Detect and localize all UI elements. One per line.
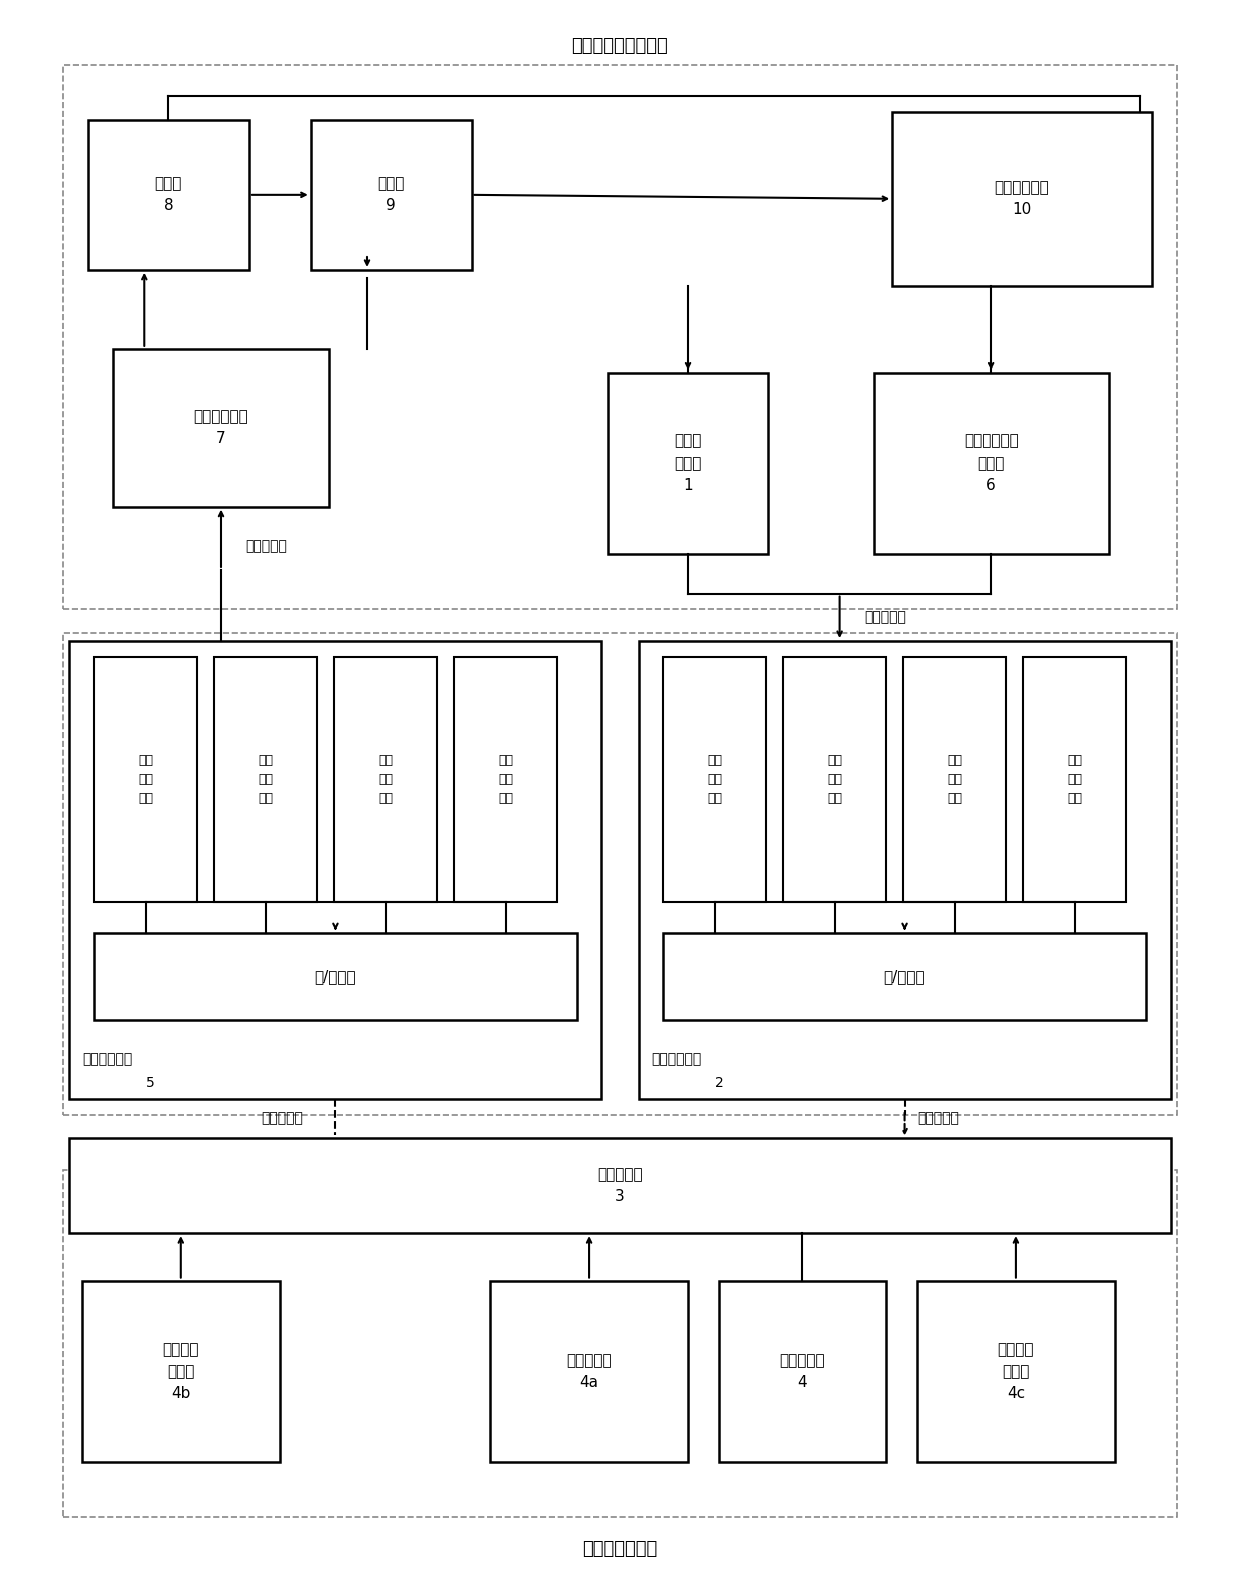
Bar [893,112,1152,286]
Text: 数/模转换: 数/模转换 [315,970,356,984]
Text: 电流
信号
采集: 电流 信号 采集 [827,753,842,805]
Text: 模拟量输入: 模拟量输入 [864,611,906,625]
Text: 5: 5 [145,1076,154,1090]
Text: 相序检测与继
电器柜
6: 相序检测与继 电器柜 6 [963,433,1018,494]
Bar [903,657,1006,902]
Text: 信号输出机柜: 信号输出机柜 [82,1052,131,1066]
Bar [454,657,557,902]
Text: 仿真管理
计算机
4b: 仿真管理 计算机 4b [162,1342,200,1402]
Text: 网络交换机
3: 网络交换机 3 [598,1168,642,1204]
Text: 核动力装置控制系统: 核动力装置控制系统 [572,36,668,55]
Text: 信号输入机柜: 信号输入机柜 [651,1052,701,1066]
Bar [113,348,330,506]
Bar [663,933,1146,1020]
Bar [82,1280,280,1462]
Bar [88,120,249,271]
Bar [215,657,317,902]
Text: 开关
信号
采集: 开关 信号 采集 [947,753,962,805]
Bar [1023,657,1126,902]
Text: 频率
信号
输出: 频率 信号 输出 [498,753,513,805]
Text: 数/模转换: 数/模转换 [884,970,925,984]
Bar [94,933,577,1020]
Bar [335,657,436,902]
Bar [490,1280,688,1462]
Text: 电阻
信号
采集: 电阻 信号 采集 [707,753,722,805]
Text: 数字量输入: 数字量输入 [916,1112,959,1126]
Text: 控制器
9: 控制器 9 [377,176,404,214]
Text: 通讯管理
计算机
4c: 通讯管理 计算机 4c [998,1342,1034,1402]
Text: 频率
信号
采集: 频率 信号 采集 [1068,753,1083,805]
Bar [63,1171,1177,1517]
Bar [639,641,1171,1099]
Text: 电流
信号
输出: 电流 信号 输出 [258,753,273,805]
Text: 信号采集装置
7: 信号采集装置 7 [193,410,248,446]
Bar [69,1139,1171,1234]
Text: 2: 2 [714,1076,723,1090]
Text: 开关
信号
输出: 开关 信号 输出 [378,753,393,805]
Text: 模拟量输出: 模拟量输出 [246,539,288,554]
Bar [874,372,1109,554]
Bar [663,657,766,902]
Bar [719,1280,887,1462]
Bar [916,1280,1115,1462]
Text: 数字量输出: 数字量输出 [262,1112,303,1126]
Bar [69,641,601,1099]
Text: 半实物仿真系统: 半实物仿真系统 [583,1539,657,1558]
Bar [311,120,471,271]
Bar [784,657,887,902]
Text: 泵阀模
拟装置
1: 泵阀模 拟装置 1 [675,433,702,494]
Bar [94,657,197,902]
Bar [608,372,769,554]
Text: 仿真计算机
4a: 仿真计算机 4a [567,1353,611,1391]
Text: 电阻
信号
输出: 电阻 信号 输出 [138,753,153,805]
Bar [63,633,1177,1115]
Bar [63,65,1177,609]
Text: 试验控制台
4: 试验控制台 4 [780,1353,826,1391]
Text: 驱动放大电路
10: 驱动放大电路 10 [994,180,1049,217]
Text: 控制台
8: 控制台 8 [155,176,182,214]
